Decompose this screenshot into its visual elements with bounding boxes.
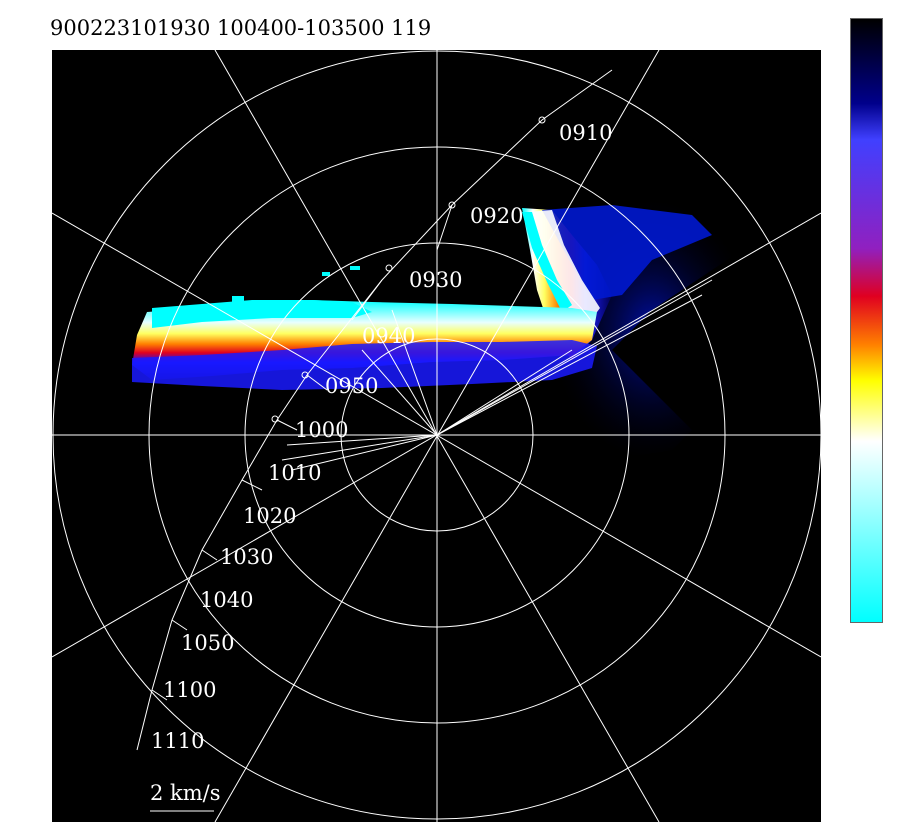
scale-bar: 2 km/s: [150, 781, 221, 812]
time-label: 0950: [325, 374, 378, 398]
radial-rays: [281, 279, 713, 471]
plot-title: 900223101930 100400-103500 119: [50, 16, 432, 40]
time-label: 1020: [243, 504, 296, 528]
polar-grid: [52, 50, 821, 822]
colorbar: [850, 18, 883, 623]
time-label: 0910: [559, 121, 612, 145]
trajectory: [136, 69, 613, 751]
scale-label: 2 km/s: [150, 781, 221, 805]
polar-plot-svg: 0910 0920 0930 0940 0950 1000 1010 1020 …: [52, 50, 821, 822]
time-label: 1030: [220, 545, 273, 569]
time-label: 0920: [470, 204, 523, 228]
time-label: 1040: [200, 588, 253, 612]
time-label: 1000: [295, 418, 348, 442]
time-label: 1100: [163, 678, 216, 702]
time-label: 0930: [409, 268, 462, 292]
polar-plot: 0910 0920 0930 0940 0950 1000 1010 1020 …: [52, 50, 821, 822]
time-labels: 0910 0920 0930 0940 0950 1000 1010 1020 …: [151, 121, 612, 753]
time-label: 1010: [268, 461, 321, 485]
time-label: 1050: [181, 631, 234, 655]
time-label: 0940: [362, 324, 415, 348]
time-label: 1110: [151, 729, 204, 753]
